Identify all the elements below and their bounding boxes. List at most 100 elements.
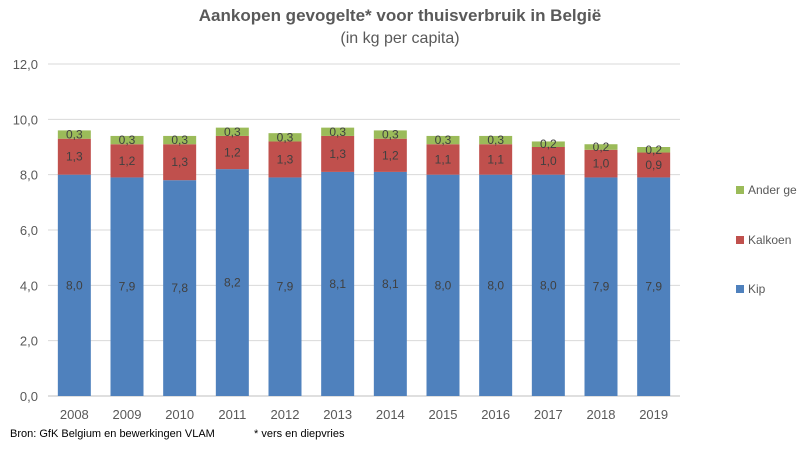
bar-kalkoen xyxy=(373,138,407,172)
data-label: 1,3 xyxy=(277,152,294,166)
data-label: 0,2 xyxy=(593,140,610,154)
legend-label: Kip xyxy=(748,282,766,296)
bar-ander-ge xyxy=(321,127,355,136)
y-tick-label: 8,0 xyxy=(20,168,38,183)
bar-ander-ge xyxy=(531,141,565,147)
bar-kip xyxy=(215,169,249,396)
x-tick-label: 2010 xyxy=(165,407,194,422)
x-tick-label: 2009 xyxy=(113,407,142,422)
legend-label: Ander ge xyxy=(748,183,797,197)
bar-kalkoen xyxy=(479,144,513,175)
data-label: 0,3 xyxy=(487,133,504,147)
bar-ander-ge xyxy=(479,135,513,145)
y-tick-label: 0,0 xyxy=(20,389,38,404)
bar-kalkoen xyxy=(110,144,144,178)
data-label: 7,9 xyxy=(119,280,136,294)
bar-kip xyxy=(637,177,671,396)
data-label: 0,3 xyxy=(382,128,399,142)
data-label: 0,2 xyxy=(645,143,662,157)
x-tick-label: 2015 xyxy=(429,407,458,422)
bar-kalkoen xyxy=(215,135,249,170)
x-tick-label: 2011 xyxy=(218,407,246,422)
data-label: 0,3 xyxy=(277,130,294,144)
bar-kip xyxy=(531,174,565,396)
bar-kip xyxy=(110,177,144,396)
data-label: 8,0 xyxy=(435,278,452,292)
bar-kalkoen xyxy=(584,149,618,178)
bar-kip xyxy=(479,174,513,396)
data-label: 0,3 xyxy=(171,133,188,147)
bar-kip xyxy=(373,171,407,396)
bar-kip xyxy=(426,174,460,396)
chart-title: Aankopen gevogelte* voor thuisverbruik i… xyxy=(198,6,602,25)
data-label: 1,2 xyxy=(224,146,241,160)
bar-ander-ge xyxy=(373,130,407,139)
data-label: 8,2 xyxy=(224,276,241,290)
bar-ander-ge xyxy=(110,135,144,145)
bar-kalkoen xyxy=(426,144,460,175)
data-label: 7,8 xyxy=(171,281,188,295)
data-label: 1,1 xyxy=(487,152,504,166)
data-label: 8,0 xyxy=(540,278,557,292)
data-label: 7,9 xyxy=(645,280,662,294)
bar-kip xyxy=(268,177,302,396)
data-label: 8,0 xyxy=(66,278,83,292)
legend-swatch xyxy=(736,186,744,194)
bar-ander-ge xyxy=(584,144,618,150)
x-tick-label: 2008 xyxy=(60,407,89,422)
y-tick-label: 12,0 xyxy=(13,57,38,72)
legend-swatch xyxy=(736,236,744,244)
bar-kalkoen xyxy=(321,135,355,172)
y-tick-label: 2,0 xyxy=(20,334,38,349)
x-tick-label: 2013 xyxy=(323,407,352,422)
x-tick-label: 2012 xyxy=(271,407,300,422)
data-label: 7,9 xyxy=(593,280,610,294)
bar-ander-ge xyxy=(57,130,91,139)
bar-ander-ge xyxy=(637,147,671,153)
x-tick-label: 2014 xyxy=(376,407,405,422)
chart-subtitle: (in kg per capita) xyxy=(340,30,460,47)
data-label: 8,0 xyxy=(487,278,504,292)
bar-kalkoen xyxy=(268,141,302,178)
data-label: 0,3 xyxy=(119,133,136,147)
data-label: 0,3 xyxy=(435,133,452,147)
x-tick-label: 2018 xyxy=(587,407,616,422)
x-tick-label: 2019 xyxy=(639,407,668,422)
data-label: 1,0 xyxy=(593,157,610,171)
bar-kip xyxy=(163,180,197,396)
legend-swatch xyxy=(736,285,744,293)
data-label: 8,1 xyxy=(329,277,346,291)
bar-kalkoen xyxy=(57,138,91,175)
data-label: 1,3 xyxy=(329,147,346,161)
data-label: 0,2 xyxy=(540,137,557,151)
bar-ander-ge xyxy=(268,133,302,142)
data-label: 0,3 xyxy=(224,125,241,139)
data-label: 0,9 xyxy=(645,158,662,172)
data-label: 1,1 xyxy=(435,152,452,166)
data-label: 7,9 xyxy=(277,280,294,294)
bar-kalkoen xyxy=(163,144,197,181)
bar-ander-ge xyxy=(426,135,460,145)
legend-label: Kalkoen xyxy=(748,233,791,247)
x-tick-label: 2016 xyxy=(481,407,510,422)
data-label: 8,1 xyxy=(382,277,399,291)
data-label: 1,0 xyxy=(540,154,557,168)
bar-kip xyxy=(584,177,618,396)
data-label: 1,3 xyxy=(66,150,83,164)
footnote: * vers en diepvries xyxy=(254,428,345,440)
source-note: Bron: GfK Belgium en bewerkingen VLAM xyxy=(10,428,215,440)
data-label: 0,3 xyxy=(329,125,346,139)
bar-kip xyxy=(57,174,91,396)
bar-ander-ge xyxy=(215,127,249,136)
bar-kalkoen xyxy=(637,152,671,178)
y-tick-label: 6,0 xyxy=(20,223,38,238)
data-label: 1,2 xyxy=(382,148,399,162)
y-tick-label: 4,0 xyxy=(20,278,38,293)
x-tick-label: 2017 xyxy=(534,407,563,422)
bar-ander-ge xyxy=(163,135,197,145)
data-label: 0,3 xyxy=(66,128,83,142)
bar-kip xyxy=(321,171,355,396)
data-label: 1,2 xyxy=(119,154,136,168)
data-label: 1,3 xyxy=(171,155,188,169)
